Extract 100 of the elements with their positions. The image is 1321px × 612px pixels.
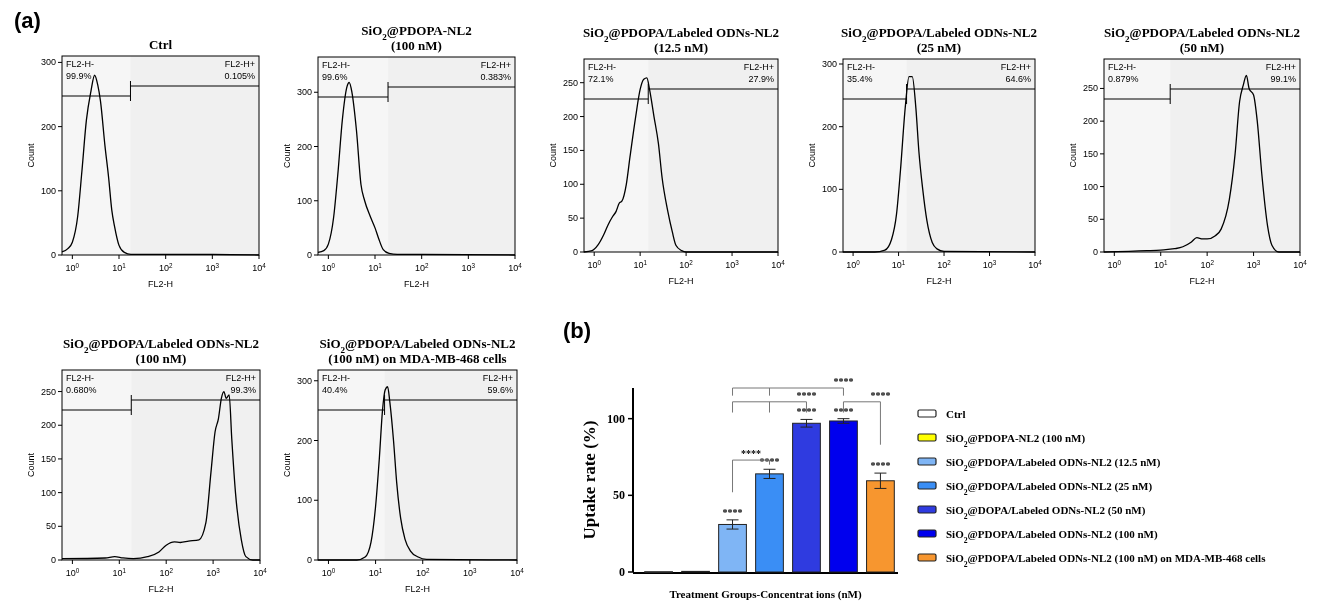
y-axis-title: Uptake rate (%) xyxy=(580,420,599,540)
text: (a) xyxy=(14,8,41,33)
x-tick-label: 10$^{2}$ xyxy=(158,261,173,273)
annotation: **** xyxy=(722,506,743,518)
y-tick-label: 0 xyxy=(572,247,578,257)
y-tick-label: 300 xyxy=(296,375,312,386)
legend-label: SiO$_{2}$@PDOPA/Labeled ODNs-NL2 (12.5 nM) xyxy=(946,456,1161,473)
x-tick-label: 10$^{2}$ xyxy=(414,261,429,273)
y-tick-label: 200 xyxy=(821,121,837,132)
y-tick-label: 200 xyxy=(1082,116,1098,127)
x-tick-label: 10$^{3}$ xyxy=(725,258,740,270)
x-axis-title: FL2-H xyxy=(403,279,430,289)
y-tick-label: 150 xyxy=(562,145,578,156)
chart-title: SiO$_{2}$@PDOPA/Labeled ODNs-NL2 (50 nM) xyxy=(1104,25,1300,55)
y-tick-label: 0 xyxy=(50,250,56,260)
x-tick-label: 10$^{1}$ xyxy=(633,258,648,270)
x-tick-label: 10$^{1}$ xyxy=(1153,258,1168,270)
y-tick-label: 0 xyxy=(306,250,312,260)
x-tick-label: 10$^{1}$ xyxy=(368,261,383,273)
x-tick-label: 10$^{3}$ xyxy=(205,261,220,273)
x-tick-label: 10$^{4}$ xyxy=(252,261,267,273)
x-tick-label: 10$^{3}$ xyxy=(1246,258,1261,270)
y-tick-label: 200 xyxy=(296,141,312,152)
band-label: FL2-H+ xyxy=(1265,62,1296,72)
x-tick-label: 10$^{2}$ xyxy=(415,566,430,578)
x-tick-label: 10$^{4}$ xyxy=(508,261,523,273)
annotation: 99.6% xyxy=(322,72,348,82)
y-axis-title: Count xyxy=(26,452,36,478)
x-tick-label: 10$^{1}$ xyxy=(112,261,127,273)
legend-label: SiO$_{2}$@PDOPA/Labeled ODNs-NL2 (100 nM) on MDA-MB-468 cells xyxy=(946,552,1267,569)
annotation: 99.1% xyxy=(1270,74,1296,84)
x-tick-label: 10$^{3}$ xyxy=(982,258,997,270)
y-tick-label: 300 xyxy=(40,57,56,68)
y-tick-label: 150 xyxy=(1082,148,1098,159)
annotation: **** xyxy=(833,405,854,417)
y-tick-label: 300 xyxy=(821,59,837,70)
x-axis-title: FL2-H xyxy=(1189,276,1215,286)
x-tick-label: 10$^{0}$ xyxy=(321,566,336,578)
y-axis-title: Count xyxy=(1068,143,1078,168)
y-tick-label: 100 xyxy=(821,184,837,195)
legend-label: SiO$_{2}$@PDOPA-NL2 (100 nM) xyxy=(946,432,1086,449)
x-tick-label: 10$^{0}$ xyxy=(1107,258,1122,270)
band-label: FL2-H+ xyxy=(224,59,255,69)
x-tick-label: 10$^{2}$ xyxy=(937,258,952,270)
annotation: **** xyxy=(759,456,780,468)
x-tick-label: 10$^{4}$ xyxy=(771,258,786,270)
annotation: 99.9% xyxy=(66,71,92,81)
y-axis-title: Count xyxy=(26,143,36,168)
chart-title: SiO$_{2}$@PDOPA/Labeled ODNs-NL2 (100 nM) on MDA-MB-468 cells xyxy=(319,336,516,366)
x-tick-label: 10$^{4}$ xyxy=(510,566,525,578)
x-tick-label: 10$^{4}$ xyxy=(1028,258,1043,270)
band-label: FL2-H- xyxy=(588,62,617,72)
band-label: FL2-H- xyxy=(322,60,351,70)
x-tick-label: 10$^{2}$ xyxy=(159,566,174,578)
y-tick-label: 200 xyxy=(562,111,578,122)
annotation: **** xyxy=(870,389,891,401)
x-tick-label: 10$^{3}$ xyxy=(463,566,478,578)
annotation: 59.6% xyxy=(487,385,513,395)
annotation: **** xyxy=(796,389,817,401)
chart-title: SiO$_{2}$@PDOPA-NL2 (100 nM) xyxy=(361,23,472,53)
y-tick-label: 100 xyxy=(296,195,312,206)
x-axis-title: FL2-H xyxy=(926,276,952,286)
annotation: 40.4% xyxy=(322,385,348,395)
y-axis-title: Count xyxy=(548,143,558,168)
text: **** xyxy=(833,376,854,387)
y-tick-label: 100 xyxy=(562,179,578,190)
band-label: FL2-H- xyxy=(847,62,876,72)
annotation: 27.9% xyxy=(748,74,774,84)
y-tick-label: 0 xyxy=(831,247,837,257)
x-tick-label: 10$^{0}$ xyxy=(65,261,80,273)
x-tick-label: 10$^{2}$ xyxy=(1200,258,1215,270)
x-tick-label: 10$^{0}$ xyxy=(65,566,80,578)
band-label: FL2-H+ xyxy=(482,373,513,383)
y-tick-label: 50 xyxy=(613,488,625,503)
x-tick-label: 10$^{3}$ xyxy=(206,566,221,578)
chart-title: SiO$_{2}$@PDOPA/Labeled ODNs-NL2 (25 nM) xyxy=(841,25,1037,55)
chart-title: SiO$_{2}$@PDOPA/Labeled ODNs-NL2 (100 nM) xyxy=(63,336,259,366)
x-axis-title: FL2-H xyxy=(148,584,174,594)
annotation: 0.680% xyxy=(66,385,97,395)
y-axis-title: Count xyxy=(807,143,817,168)
band-label: FL2-H- xyxy=(66,373,95,383)
band-label: FL2-H+ xyxy=(225,373,256,383)
annotation: 0.383% xyxy=(480,72,511,82)
y-tick-label: 0 xyxy=(1092,247,1098,257)
annotation: 0.879% xyxy=(1108,74,1139,84)
y-tick-label: 100 xyxy=(296,495,312,506)
band-label: FL2-H- xyxy=(1108,62,1137,72)
legend-label: SiO$_{2}$@PDOPA/Labeled ODNs-NL2 (25 nM) xyxy=(946,480,1153,497)
annotation: 35.4% xyxy=(847,74,873,84)
band-label: FL2-H- xyxy=(322,373,351,383)
y-tick-label: 50 xyxy=(1087,214,1098,225)
legend-label: SiO$_{2}$@PDOPA/Labeled ODNs-NL2 (100 nM) xyxy=(946,528,1158,545)
annotation: 72.1% xyxy=(588,74,614,84)
y-axis-title: Count xyxy=(282,143,292,169)
legend-label: SiO$_{2}$@DOPA/Labeled ODNs-NL2 (50 nM) xyxy=(946,504,1146,521)
x-tick-label: 10$^{0}$ xyxy=(846,258,861,270)
text: (b) xyxy=(563,318,592,343)
band-label: FL2-H+ xyxy=(480,60,511,70)
y-tick-label: 150 xyxy=(40,453,56,464)
y-tick-label: 100 xyxy=(1082,181,1098,192)
